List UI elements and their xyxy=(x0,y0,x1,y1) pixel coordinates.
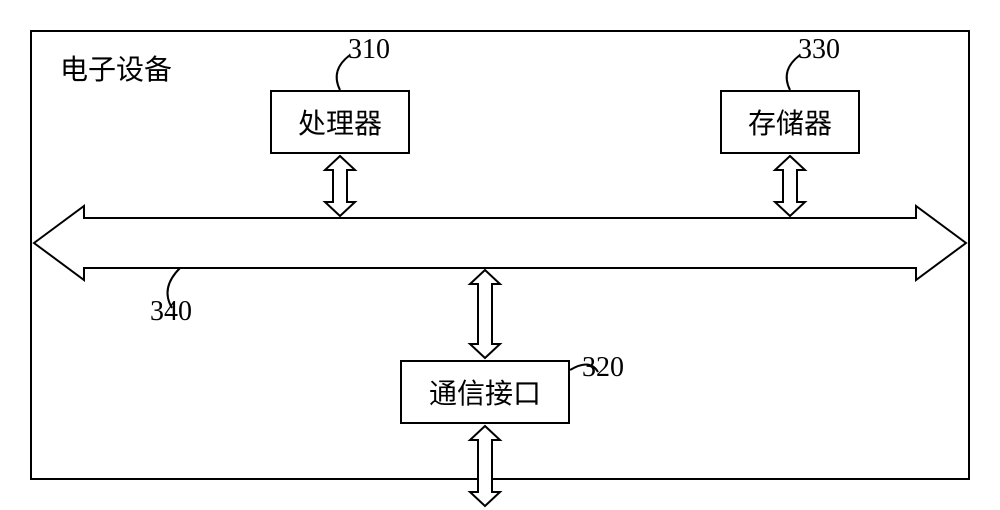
lead-310 xyxy=(337,55,350,90)
arrow-memory-bus xyxy=(775,156,805,216)
lead-320 xyxy=(570,364,598,372)
arrow-bus-commif xyxy=(470,270,500,358)
lead-340 xyxy=(168,268,181,308)
lead-330 xyxy=(787,55,800,90)
svg-layer xyxy=(0,0,1000,510)
bus-arrow xyxy=(34,206,966,280)
arrow-commif-out xyxy=(470,426,500,506)
diagram-canvas: 电子设备 处理器 310 存储器 330 通信接口 320 通信总线 340 xyxy=(0,0,1000,510)
arrow-processor-bus xyxy=(325,156,355,216)
